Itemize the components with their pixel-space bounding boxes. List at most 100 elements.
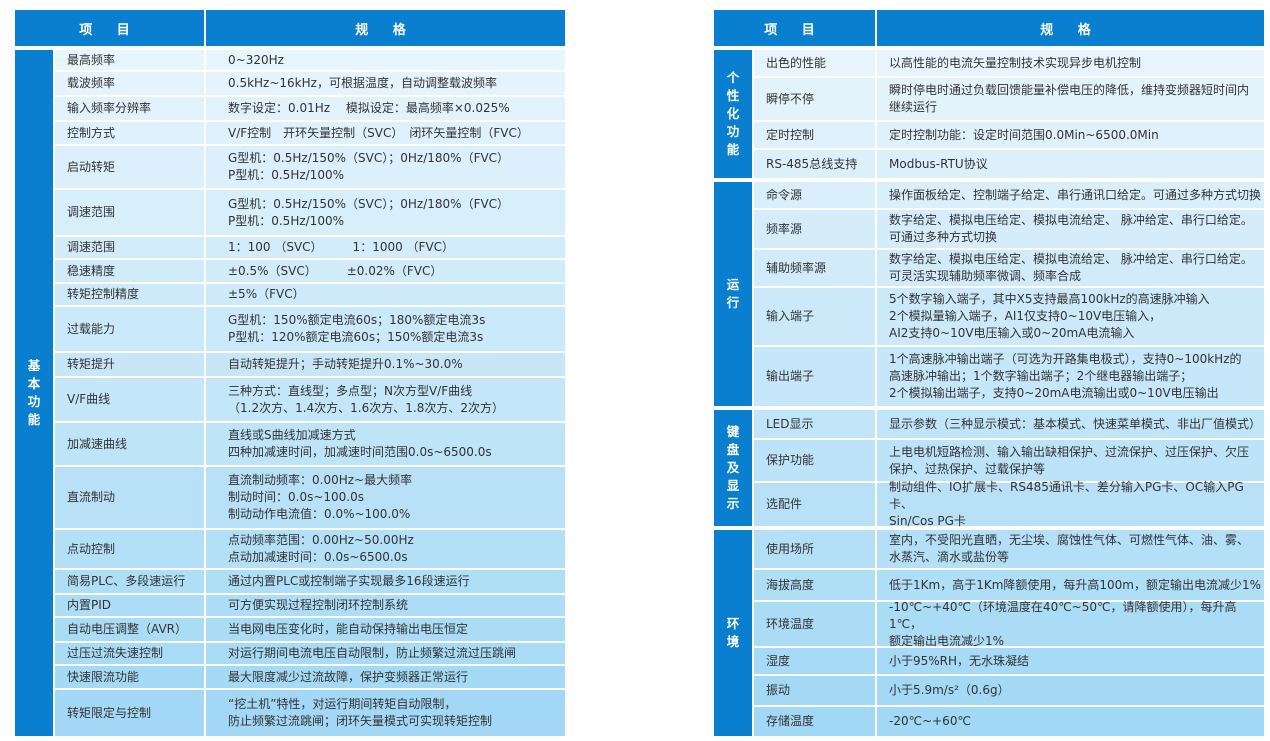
- group-label-text: 环境: [726, 616, 740, 649]
- row-spec: 直线或S曲线加减速方式 四种加减速时间，加减速时间范围0.0s~6500.0s: [228, 428, 492, 459]
- row-item: 快速限流功能: [55, 666, 206, 688]
- group-label-text: 个性化功能: [726, 70, 740, 157]
- table-row: 简易PLC、多段速运行 通过内置PLC或控制端子实现最多16段速运行: [55, 570, 565, 593]
- group-label-text: 基本功能: [27, 358, 41, 427]
- row-item: V/F曲线: [55, 378, 206, 421]
- group-label: 键盘及显示: [714, 410, 752, 526]
- row-item: 最高频率: [55, 50, 206, 70]
- row-item: 调速范围: [55, 237, 206, 258]
- row-spec: V/F控制 开环矢量控制（SVC） 闭环矢量控制（FVC）: [228, 125, 529, 140]
- row-item: 转矩提升: [55, 353, 206, 376]
- row-item: 选配件: [754, 483, 877, 526]
- row-spec: 定时控制功能：设定时间范围0.0Min~6500.0Min: [889, 127, 1159, 142]
- row-spec: 5个数字输入端子，其中X5支持最高100kHz的高速脉冲输入 2个模拟量输入端子…: [889, 292, 1210, 340]
- row-spec: 室内，不受阳光直晒，无尘埃、腐蚀性气体、可燃性气体、油、雾、 水蒸汽、滴水或盐份…: [889, 533, 1250, 564]
- row-item: 辅助频率源: [754, 250, 877, 286]
- row-spec: 瞬时停电时通过负载回馈能量补偿电压的降低，维持变频器短时间内 继续运行: [889, 83, 1250, 114]
- row-spec: 1个高速脉冲输出端子（可选为开路集电极式），支持0~100kHz的 高速脉冲输出…: [889, 352, 1242, 400]
- table-row: 环境温度 -10℃~+40℃（环境温度在40℃~50℃，请降额使用），每升高1℃，…: [754, 599, 1264, 648]
- row-spec: “挖土机”特性，对运行期间转矩自动限制， 防止频繁过流跳闸；闭环矢量模式可实现转…: [228, 697, 493, 728]
- table-row: 调速范围 G型机：0.5Hz/150%（SVC）；0Hz/180%（FVC） P型…: [55, 190, 565, 235]
- row-spec: 对运行期间电流电压自动限制，防止频繁过流过压跳闸: [228, 646, 517, 660]
- table-row: 载波频率 0.5kHz~16kHz，可根据温度，自动调整载波频率: [55, 72, 565, 95]
- table-row: 湿度 小于95%RH，无水珠凝结: [754, 648, 1264, 674]
- row-item: 环境温度: [754, 602, 877, 646]
- row-spec: 可方便实现过程控制闭环控制系统: [228, 598, 409, 612]
- row-spec: 显示参数（三种显示模式：基本模式、快速菜单模式、非出厂值模式）: [889, 416, 1262, 431]
- table-row: 存储温度 -20℃~+60℃: [754, 707, 1264, 736]
- row-spec: 0~320Hz: [228, 52, 284, 67]
- row-item: 稳速精度: [55, 260, 206, 282]
- row-spec: 通过内置PLC或控制端子实现最多16段速运行: [228, 574, 470, 588]
- row-spec: 数字设定：0.01Hz 模拟设定：最高频率×0.025%: [228, 101, 510, 115]
- row-spec: 上电电机短路检测、输入输出缺相保护、过流保护、过压保护、欠压 保护、过热保护、过…: [889, 444, 1250, 476]
- table-row: 输出端子 1个高速脉冲输出端子（可选为开路集电极式），支持0~100kHz的 高速…: [754, 347, 1264, 406]
- table-row: LED显示 显示参数（三种显示模式：基本模式、快速菜单模式、非出厂值模式）: [754, 410, 1264, 438]
- row-spec: G型机：0.5Hz/150%（SVC）；0Hz/180%（FVC） P型机：0.…: [228, 151, 510, 182]
- table-row: 输入端子 5个数字输入端子，其中X5支持最高100kHz的高速脉冲输入 2个模拟量…: [754, 288, 1264, 345]
- row-item: 转矩控制精度: [55, 284, 206, 305]
- row-item: 保护功能: [754, 440, 877, 481]
- table-row: 控制方式 V/F控制 开环矢量控制（SVC） 闭环矢量控制（FVC）: [55, 122, 565, 144]
- row-spec: 0.5kHz~16kHz，可根据温度，自动调整载波频率: [228, 76, 497, 90]
- group-label: 个性化功能: [714, 50, 752, 178]
- row-spec: 1：100 （SVC） 1：1000 （FVC）: [228, 240, 455, 254]
- group-label: 环境: [714, 530, 752, 736]
- row-item: 转矩限定与控制: [55, 690, 206, 736]
- row-item: 直流制动: [55, 467, 206, 528]
- table-row: 直流制动 直流制动频率：0.00Hz~最大频率 制动时间：0.0s~100.0s …: [55, 467, 565, 528]
- row-spec: 低于1Km，高于1Km降额使用，每升高100m，额定输出电流减少1%: [889, 577, 1262, 592]
- header-item: 项 目: [15, 10, 206, 46]
- table-body: 基本功能 最高频率 0~320Hz 载波频率 0.5kHz~16kHz，可根据温度，自动…: [15, 50, 565, 738]
- table-row: 保护功能 上电电机短路检测、输入输出缺相保护、过流保护、过压保护、欠压 保护、过热…: [754, 440, 1264, 481]
- row-item: 瞬停不停: [754, 78, 877, 120]
- row-spec: 三种方式：直线型；多点型；N次方型V/F曲线 （1.2次方、1.4次方、1.6次…: [228, 383, 504, 415]
- row-spec: 以高性能的电流矢量控制技术实现异步电机控制: [889, 55, 1142, 70]
- row-item: 点动控制: [55, 530, 206, 568]
- table-row: 海拔高度 低于1Km，高于1Km降额使用，每升高100m，额定输出电流减少1%: [754, 570, 1264, 600]
- table-row: RS-485总线支持 Modbus-RTU协议: [754, 150, 1264, 178]
- row-spec: ±0.5%（SVC） ±0.02%（FVC）: [228, 263, 443, 278]
- table-row: 使用场所 室内，不受阳光直晒，无尘埃、腐蚀性气体、可燃性气体、油、雾、 水蒸汽、滴…: [754, 530, 1264, 568]
- row-spec: G型机：0.5Hz/150%（SVC）；0Hz/180%（FVC） P型机：0.…: [228, 196, 510, 228]
- row-item: 使用场所: [754, 530, 877, 568]
- row-item: 海拔高度: [754, 570, 877, 600]
- row-item: 定时控制: [754, 122, 877, 148]
- row-spec: -10℃~+40℃（环境温度在40℃~50℃，请降额使用），每升高1℃， 额定输…: [889, 599, 1237, 648]
- row-item: 加减速曲线: [55, 423, 206, 465]
- row-item: 简易PLC、多段速运行: [55, 570, 206, 593]
- group-label: 运行: [714, 182, 752, 406]
- table-row: 输入频率分辨率 数字设定：0.01Hz 模拟设定：最高频率×0.025%: [55, 97, 565, 120]
- table-body: 个性化功能 出色的性能 以高性能的电流矢量控制技术实现异步电机控制 瞬停不停 瞬时停电时…: [714, 50, 1264, 740]
- row-item: LED显示: [754, 410, 877, 438]
- row-item: 命令源: [754, 182, 877, 208]
- table-row: 振动 小于5.9m/s²（0.6g）: [754, 676, 1264, 705]
- table-row: 转矩控制精度 ±5%（FVC）: [55, 284, 565, 305]
- row-spec: Modbus-RTU协议: [889, 156, 988, 171]
- table-row: 辅助频率源 数字给定、模拟电压给定、模拟电流给定、 脉冲给定、串行口给定。 可灵活…: [754, 250, 1264, 286]
- row-item: 湿度: [754, 648, 877, 674]
- row-spec: 小于95%RH，无水珠凝结: [889, 653, 1030, 668]
- table-row: 调速范围 1：100 （SVC） 1：1000 （FVC）: [55, 237, 565, 258]
- table-row: 自动电压调整（AVR） 当电网电压变化时，能自动保持输出电压恒定: [55, 618, 565, 641]
- row-item: 过压过流失速控制: [55, 643, 206, 664]
- table-row: 定时控制 定时控制功能：设定时间范围0.0Min~6500.0Min: [754, 122, 1264, 148]
- row-item: 控制方式: [55, 122, 206, 144]
- row-spec: 小于5.9m/s²（0.6g）: [889, 683, 1010, 697]
- row-item: 输出端子: [754, 347, 877, 406]
- row-spec: 数字给定、模拟电压给定、模拟电流给定、 脉冲给定、串行口给定。 可通过多种方式切…: [889, 213, 1253, 244]
- row-item: 输入频率分辨率: [55, 97, 206, 120]
- row-item: 调速范围: [55, 190, 206, 235]
- row-spec: 直流制动频率：0.00Hz~最大频率 制动时间：0.0s~100.0s 制动动作…: [228, 473, 413, 521]
- header-spec: 规 格: [1040, 22, 1101, 38]
- table-row: 选配件 制动组件、IO扩展卡、RS485通讯卡、差分输入PG卡、OC输入PG卡、 …: [754, 480, 1264, 528]
- row-spec: 点动频率范围：0.00Hz~50.00Hz 点动加减速时间：0.0s~6500.…: [228, 533, 414, 564]
- table-row: V/F曲线 三种方式：直线型；多点型；N次方型V/F曲线 （1.2次方、1.4次方…: [55, 378, 565, 421]
- row-spec: 制动组件、IO扩展卡、RS485通讯卡、差分输入PG卡、OC输入PG卡、 Sin…: [889, 480, 1244, 528]
- row-item: 振动: [754, 676, 877, 705]
- row-item: 载波频率: [55, 72, 206, 95]
- row-item: 频率源: [754, 210, 877, 248]
- row-spec: 自动转矩提升；手动转矩提升0.1%~30.0%: [228, 357, 463, 371]
- table-row: 加减速曲线 直线或S曲线加减速方式 四种加减速时间，加减速时间范围0.0s~650…: [55, 423, 565, 465]
- row-spec: 最大限度减少过流故障，保护变频器正常运行: [228, 669, 469, 684]
